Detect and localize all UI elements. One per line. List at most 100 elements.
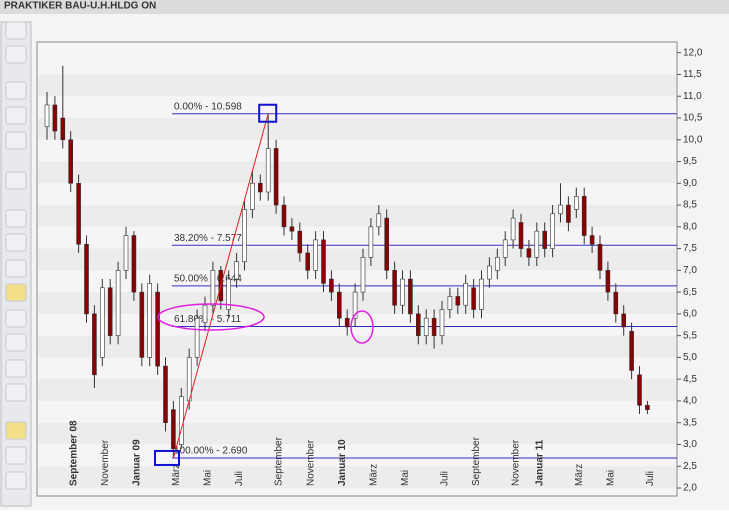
y-tick-label: 4,5 (683, 374, 697, 385)
candle-body (352, 291, 358, 319)
candle-body (163, 365, 168, 424)
candle-body (289, 226, 295, 232)
candle-body (329, 278, 334, 293)
tool-button[interactable] (5, 446, 27, 465)
tool-button[interactable] (5, 81, 27, 100)
y-tick-label: 12,0 (683, 47, 703, 58)
candle-body (202, 304, 208, 323)
candle-body (439, 309, 445, 336)
candle-body (621, 313, 627, 328)
x-tick-label: September (471, 436, 482, 486)
candle-body (44, 104, 50, 128)
candle-body (573, 196, 579, 210)
candle-body (408, 278, 413, 315)
candle-body (171, 409, 176, 450)
candle-body (455, 296, 461, 306)
candle-body (645, 404, 650, 410)
tool-button[interactable] (5, 421, 27, 440)
tool-button[interactable] (5, 359, 27, 378)
candle-body (297, 230, 303, 254)
x-tick-label: März (369, 464, 380, 486)
candle-body (273, 148, 279, 206)
grid-band (38, 379, 676, 401)
grid-band (38, 248, 676, 271)
candle-body (147, 283, 152, 358)
grid-band (38, 205, 676, 227)
candle-body (313, 239, 318, 271)
x-tick-label: November (511, 439, 522, 486)
candle-body (415, 313, 421, 336)
candle-body (344, 317, 350, 328)
candle-body (534, 230, 540, 258)
candle-body (179, 396, 184, 445)
candle-body (447, 296, 453, 310)
x-tick-label: März (171, 464, 182, 486)
y-tick-label: 8,0 (683, 221, 697, 232)
highlight-ellipse (157, 303, 265, 331)
candle-body (494, 256, 500, 271)
y-tick-label: 8,5 (683, 200, 697, 211)
candle-body (360, 256, 366, 293)
tool-button[interactable] (5, 21, 27, 40)
candle-body (423, 317, 429, 336)
x-tick-label: November (100, 439, 111, 486)
candle-body (281, 204, 287, 228)
candle-body (384, 217, 390, 271)
candle-body (431, 317, 437, 336)
tool-button[interactable] (5, 233, 27, 252)
tool-button[interactable] (5, 45, 27, 64)
anchor-handle[interactable] (154, 449, 180, 466)
tool-button[interactable] (5, 333, 27, 352)
candle-body (155, 291, 160, 367)
tool-button[interactable] (5, 171, 27, 190)
x-tick-label: September (274, 436, 285, 486)
tool-button[interactable] (5, 106, 27, 125)
tool-button[interactable] (5, 259, 27, 278)
grid-band (38, 422, 676, 445)
highlight-ellipse (350, 310, 374, 344)
candle-body (463, 283, 469, 306)
candle-body (629, 330, 634, 371)
candle-body (392, 270, 397, 306)
candle-body (265, 148, 271, 193)
candle-body (305, 252, 311, 271)
x-tick-label: Januar 10 (337, 439, 348, 486)
candle-body (566, 204, 571, 223)
fib-label: 50.00% - 6.644 (174, 273, 242, 284)
x-tick-label: Januar 11 (534, 439, 545, 486)
y-tick-label: 5,5 (683, 330, 697, 341)
candle-body (76, 182, 81, 245)
fib-label: 100.00% - 2.690 (174, 446, 248, 457)
x-tick-label: Juli (440, 471, 451, 486)
tool-button[interactable] (5, 131, 27, 150)
title-bar (0, 0, 729, 14)
candle-body (100, 287, 105, 358)
tool-button[interactable] (5, 209, 27, 228)
x-tick-label: Juli (234, 471, 245, 486)
y-tick-label: 5,0 (683, 352, 697, 363)
tool-button[interactable] (5, 283, 27, 302)
y-tick-label: 10,5 (683, 113, 703, 124)
x-tick-label: Juli (645, 471, 656, 486)
tool-button[interactable] (5, 471, 27, 490)
anchor-handle[interactable] (258, 103, 278, 123)
candle-body (471, 287, 476, 310)
candle-body (115, 270, 121, 336)
tool-button[interactable] (5, 309, 27, 328)
y-tick-label: 9,0 (683, 178, 697, 189)
candle-body (210, 270, 216, 306)
y-tick-label: 6,5 (683, 287, 697, 298)
candle-body (400, 278, 405, 306)
x-tick-label: September 08 (68, 420, 79, 486)
candle-body (479, 278, 484, 310)
candle-body (542, 230, 548, 249)
candle-body (368, 226, 374, 258)
candle-body (487, 265, 492, 280)
tool-button[interactable] (5, 383, 27, 402)
y-tick-label: 6,0 (683, 309, 697, 320)
candle-body (250, 182, 255, 210)
candle-body (376, 213, 382, 228)
candle-body (558, 204, 563, 215)
grid-band (38, 335, 676, 358)
